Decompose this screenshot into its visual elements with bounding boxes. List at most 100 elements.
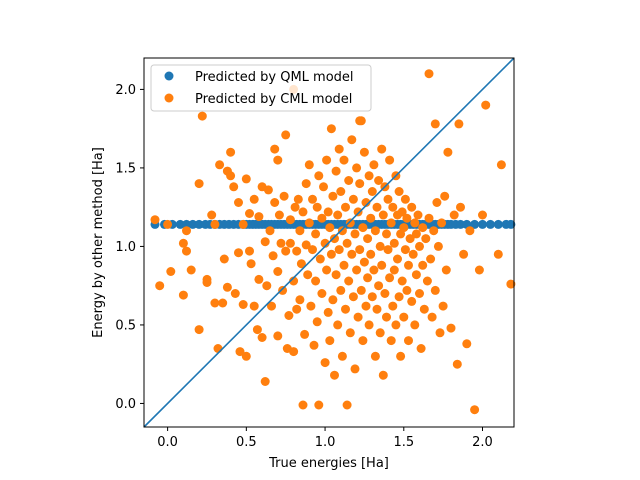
cml-point (347, 135, 357, 145)
cml-point (399, 223, 409, 233)
cml-point (437, 218, 447, 228)
cml-point (270, 198, 280, 207)
cml-point (281, 130, 291, 140)
cml-point (254, 274, 264, 284)
cml-point (449, 210, 459, 220)
qml-point (478, 219, 487, 229)
cml-point (370, 226, 380, 236)
cml-point (150, 215, 160, 225)
cml-point (334, 144, 344, 154)
cml-point (301, 179, 311, 189)
cml-point (440, 191, 450, 201)
cml-point (182, 226, 191, 236)
y-tick-label: 0.0 (115, 397, 136, 412)
cml-point (274, 210, 284, 220)
cml-point (213, 344, 223, 353)
cml-point (241, 174, 251, 184)
cml-point (358, 223, 368, 233)
cml-point (383, 245, 393, 255)
cml-point (289, 347, 299, 357)
cml-point (345, 328, 355, 338)
x-tick-label: 0.5 (236, 435, 257, 450)
cml-point (478, 210, 487, 220)
cml-point (285, 215, 295, 225)
cml-point (438, 301, 448, 311)
cml-point (355, 116, 365, 126)
legend-marker-cml (164, 93, 174, 103)
cml-point (230, 289, 240, 298)
cml-point (397, 207, 407, 217)
qml-point (493, 219, 503, 229)
cml-point (388, 301, 398, 311)
cml-point (218, 298, 228, 308)
cml-point (359, 257, 369, 267)
cml-point (278, 285, 288, 295)
cml-point (262, 281, 272, 291)
cml-point (347, 249, 357, 259)
cml-point (408, 249, 418, 259)
cml-point (400, 194, 410, 204)
cml-point (304, 218, 314, 228)
cml-point (197, 111, 207, 121)
cml-point (361, 198, 371, 207)
cml-point (155, 281, 165, 291)
cml-point (366, 213, 376, 223)
cml-point (421, 234, 431, 244)
cml-point (380, 289, 390, 298)
cml-point (356, 285, 366, 295)
cml-point (470, 405, 480, 415)
cml-point (419, 304, 429, 314)
cml-point (432, 198, 442, 207)
cml-point (238, 219, 248, 229)
cml-point (226, 171, 236, 181)
cml-point (290, 202, 300, 212)
cml-point (385, 155, 395, 165)
cml-point (456, 202, 465, 212)
cml-point (304, 160, 314, 170)
cml-point (337, 226, 347, 236)
cml-point (474, 265, 484, 275)
x-tick-label: 2.0 (472, 435, 493, 450)
y-tick-label: 1.5 (115, 161, 136, 176)
cml-point (404, 336, 413, 346)
cml-point (462, 339, 472, 349)
cml-point (303, 270, 313, 280)
cml-point (249, 301, 259, 311)
cml-point (370, 351, 380, 361)
cml-point (210, 219, 220, 229)
qml-point (506, 219, 516, 229)
cml-point (374, 176, 384, 185)
cml-point (337, 351, 347, 361)
cml-point (257, 333, 267, 342)
cml-point (481, 100, 491, 110)
cml-point (298, 207, 308, 217)
cml-point (315, 254, 325, 264)
cml-point (367, 292, 377, 302)
cml-point (308, 245, 317, 255)
cml-point (377, 260, 387, 270)
cml-point (415, 289, 424, 298)
cml-point (411, 229, 421, 239)
cml-point (459, 249, 469, 259)
cml-point (411, 270, 421, 280)
cml-point (344, 176, 354, 185)
cml-point (367, 187, 377, 196)
y-tick-label: 2.0 (115, 83, 136, 98)
cml-point (429, 226, 439, 236)
cml-point (446, 323, 456, 333)
cml-point (207, 210, 217, 220)
x-tick-label: 0.0 (157, 435, 178, 450)
cml-point (336, 187, 346, 196)
cml-point (372, 202, 382, 212)
cml-point (386, 336, 396, 346)
cml-point (430, 119, 440, 129)
cml-point (378, 210, 388, 220)
cml-point (276, 238, 286, 248)
cml-point (293, 194, 303, 204)
cml-point (273, 267, 283, 276)
cml-point (320, 238, 330, 248)
cml-point (178, 290, 188, 300)
cml-point (382, 312, 391, 322)
legend-box (150, 64, 372, 112)
